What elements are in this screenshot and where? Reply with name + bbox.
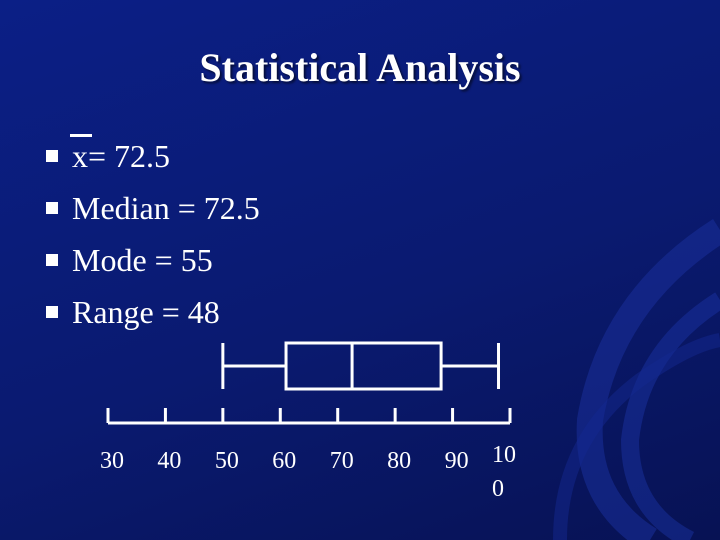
tick-label: 90 bbox=[445, 448, 469, 474]
square-bullet-icon bbox=[46, 150, 58, 162]
tick-label: 40 bbox=[157, 448, 181, 474]
tick-label: 10 bbox=[492, 442, 516, 468]
stats-list: x = 72.5 Median = 72.5 Mode = 55 Range =… bbox=[46, 130, 260, 338]
list-item: x = 72.5 bbox=[46, 130, 260, 182]
slide-title: Statistical Analysis bbox=[199, 45, 521, 90]
tick-label: 50 bbox=[215, 448, 239, 474]
tick-label: 60 bbox=[272, 448, 296, 474]
mean-text: = 72.5 bbox=[88, 138, 171, 174]
square-bullet-icon bbox=[46, 202, 58, 214]
square-bullet-icon bbox=[46, 306, 58, 318]
list-item: Mode = 55 bbox=[46, 234, 260, 286]
list-item: Median = 72.5 bbox=[46, 182, 260, 234]
square-bullet-icon bbox=[46, 254, 58, 266]
iqr-box bbox=[284, 341, 443, 391]
tick-label: 80 bbox=[387, 448, 411, 474]
list-item: Range = 48 bbox=[46, 286, 260, 338]
tick-label: 70 bbox=[330, 448, 354, 474]
tick-label: 0 bbox=[492, 476, 504, 502]
mode-text: Mode = 55 bbox=[72, 242, 213, 278]
tick-label: 30 bbox=[100, 448, 124, 474]
range-text: Range = 48 bbox=[72, 294, 220, 330]
mean-symbol: x bbox=[70, 134, 92, 174]
median-text: Median = 72.5 bbox=[72, 190, 260, 226]
